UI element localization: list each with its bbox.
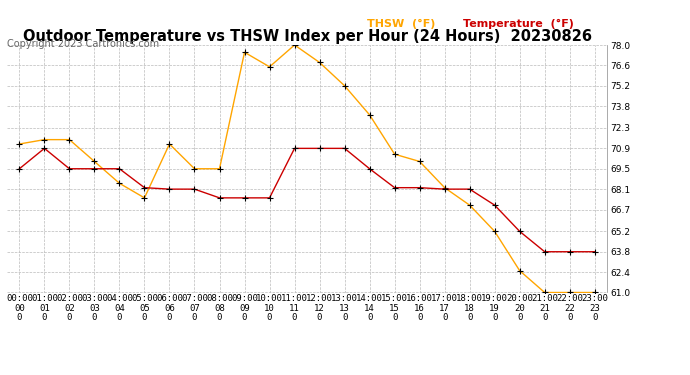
- Text: Temperature  (°F): Temperature (°F): [463, 19, 574, 29]
- Text: Copyright 2023 Cartronics.com: Copyright 2023 Cartronics.com: [7, 39, 159, 50]
- Text: THSW  (°F): THSW (°F): [367, 19, 435, 29]
- Title: Outdoor Temperature vs THSW Index per Hour (24 Hours)  20230826: Outdoor Temperature vs THSW Index per Ho…: [23, 29, 591, 44]
